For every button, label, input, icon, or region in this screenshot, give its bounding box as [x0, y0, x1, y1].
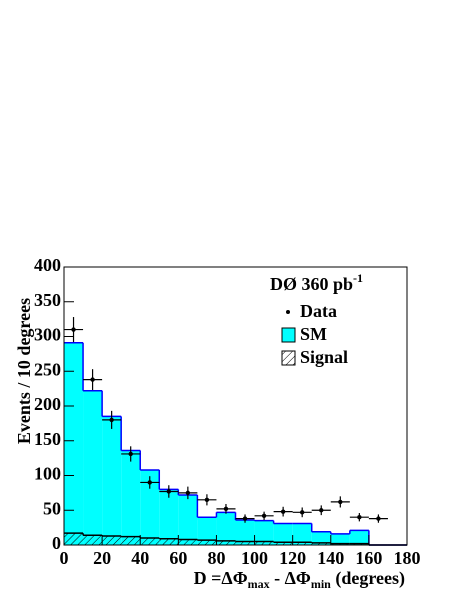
sm-bar [178, 494, 198, 545]
data-point [185, 490, 191, 496]
sm-bar [292, 523, 312, 545]
legend-marker [286, 310, 290, 314]
signal-bar [216, 540, 236, 545]
data-point [166, 489, 172, 494]
y-tick-label: 100 [34, 464, 61, 484]
x-label-part: - ΔΦ [270, 568, 311, 588]
sm-bar [273, 523, 293, 545]
signal-bar [235, 541, 255, 545]
x-label-part: D = [194, 568, 222, 588]
sm-bar [121, 450, 141, 545]
signal-bar [197, 540, 217, 545]
data-point [280, 509, 286, 514]
y-axis-label: Events / 10 degrees [14, 298, 34, 444]
signal-bar [254, 541, 274, 545]
data-point [204, 497, 210, 503]
signal-bar [121, 536, 141, 545]
sm-bar [330, 533, 350, 545]
x-tick-label: 80 [207, 548, 225, 568]
data-point [223, 506, 229, 512]
data-point [299, 510, 305, 515]
sm-bar [349, 530, 369, 545]
sm-bar [235, 519, 255, 545]
annotation-text: DØ 360 pb [270, 274, 353, 294]
signal-bar [311, 542, 331, 545]
annotation: DØ 360 pb-1 [270, 271, 363, 294]
x-tick-label: 180 [394, 548, 421, 568]
data-point [338, 499, 343, 505]
signal-bar [273, 542, 293, 545]
annotation-sup: -1 [353, 271, 363, 285]
legend-swatch [281, 327, 296, 343]
x-label-sub: max [248, 577, 270, 591]
x-tick-label: 140 [317, 548, 344, 568]
y-tick-label: 350 [34, 290, 61, 310]
y-tick-label: 400 [34, 255, 61, 275]
data-point [357, 515, 362, 520]
x-axis-label: D =ΔΦmax - ΔΦmin (degrees) [194, 568, 405, 591]
data-point [71, 327, 76, 332]
sm-bar [102, 416, 122, 545]
sm-bar [83, 390, 103, 545]
sm-bar [254, 520, 274, 545]
sm-bar [197, 517, 217, 545]
x-tick-label: 60 [169, 548, 187, 568]
sm-bar [311, 531, 331, 545]
x-tick-label: 20 [93, 548, 111, 568]
data-point [376, 516, 381, 521]
data-point [109, 417, 114, 423]
sm-bar [216, 512, 236, 545]
y-tick-label: 150 [34, 429, 61, 449]
y-tick-label: 0 [52, 533, 61, 553]
data-point [90, 377, 95, 382]
signal-bar [102, 535, 122, 545]
signal-bar [159, 538, 179, 545]
sm-bar [140, 469, 160, 545]
data-point [319, 508, 324, 513]
x-tick-label: 120 [279, 548, 306, 568]
x-tick-label: 100 [241, 548, 268, 568]
x-label-part: (degrees) [331, 568, 405, 589]
sm-bar [159, 489, 179, 545]
data-point [128, 451, 133, 457]
legend-label: Data [300, 301, 337, 321]
x-label-part: ΔΦ [221, 568, 247, 588]
x-tick-label: 0 [60, 548, 69, 568]
y-tick-label: 200 [34, 394, 61, 414]
legend-swatch [281, 350, 296, 366]
legend-label: Signal [300, 347, 348, 367]
sm-bar [64, 342, 84, 545]
signal-bar [64, 533, 84, 545]
data-point [147, 480, 152, 485]
signal-bar [140, 538, 160, 545]
data-point [242, 516, 248, 521]
x-tick-label: 40 [131, 548, 149, 568]
signal-bar [83, 535, 103, 545]
signal-bar [178, 539, 198, 545]
signal-bar [292, 542, 312, 545]
x-tick-label: 160 [355, 548, 382, 568]
legend-label: SM [300, 324, 327, 344]
y-tick-label: 50 [43, 498, 61, 518]
x-label-sub: min [311, 577, 331, 591]
y-tick-label: 300 [34, 325, 61, 345]
data-point [261, 513, 267, 519]
y-tick-label: 250 [34, 359, 61, 379]
